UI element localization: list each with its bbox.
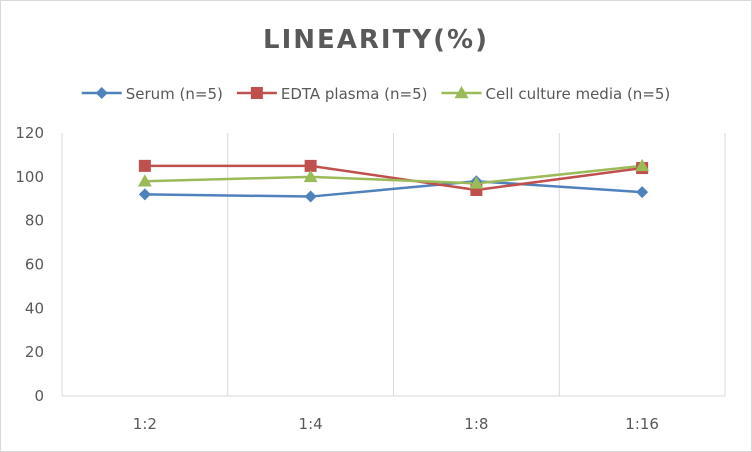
grid	[227, 133, 560, 396]
legend-marker-edta-plasma-n-5	[250, 87, 263, 99]
y-tick-label: 20	[25, 343, 44, 361]
x-tick-label: 1:4	[299, 415, 323, 433]
legend: Serum (n=5) EDTA plasma (n=5) Cell culture…	[81, 85, 671, 103]
legend-label-edta-plasma-n-5: EDTA plasma (n=5)	[281, 85, 428, 103]
y-tick-label: 80	[25, 212, 44, 230]
x-tick-label: 1:2	[133, 415, 157, 433]
data-point-cell-culture-media-n-5	[635, 158, 650, 172]
series-line-cell-culture-media-n-5	[144, 164, 643, 185]
x-tick-label: 1:16	[625, 415, 659, 433]
tick-labels: 0 20 40 60 80 100 120 1:2 1:4 1:8 1:16	[15, 124, 659, 433]
axes	[61, 133, 726, 397]
data-point-cell-culture-media-n-5	[137, 174, 152, 187]
legend-label-serum-n-5: Serum (n=5)	[126, 85, 223, 103]
series-line-serum-n-5	[144, 179, 643, 198]
legend-label-cell-culture-media-n-5: Cell culture media (n=5)	[486, 85, 671, 103]
data-point-edta-plasma-n-5	[304, 159, 317, 172]
y-tick-label: 40	[25, 299, 44, 317]
data-point-serum-n-5	[304, 190, 317, 203]
data-point-serum-n-5	[138, 188, 151, 201]
data-point-serum-n-5	[636, 186, 649, 199]
series-line-edta-plasma-n-5	[144, 164, 643, 192]
x-tick-label: 1:8	[464, 415, 488, 433]
data-point-cell-culture-media-n-5	[303, 169, 318, 183]
y-tick-label: 60	[25, 256, 44, 274]
series-lines	[144, 164, 643, 198]
data-point-edta-plasma-n-5	[138, 159, 151, 172]
chart-title: LINEARITY(%)	[263, 25, 489, 55]
y-tick-label: 120	[15, 124, 44, 142]
legend-marker-serum-n-5	[95, 87, 108, 99]
y-tick-label: 100	[15, 168, 44, 186]
series-markers	[137, 158, 650, 203]
legend-marker-cell-culture-media-n-5	[454, 86, 469, 99]
data-point-cell-culture-media-n-5	[469, 176, 484, 189]
y-tick-label: 0	[34, 387, 44, 405]
